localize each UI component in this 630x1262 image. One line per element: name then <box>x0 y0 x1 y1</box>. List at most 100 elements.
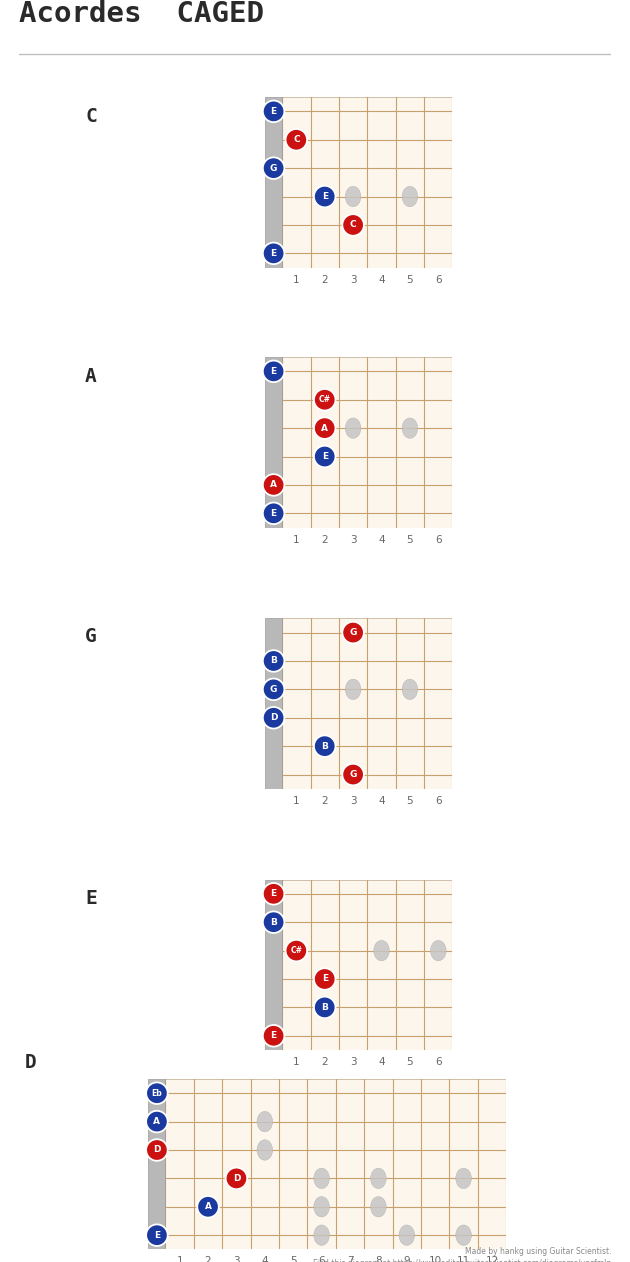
Text: 3: 3 <box>350 535 357 545</box>
Text: 6: 6 <box>318 1257 325 1262</box>
Text: 6: 6 <box>435 275 442 285</box>
Bar <box>265 97 282 268</box>
Circle shape <box>342 215 364 236</box>
Circle shape <box>314 186 336 207</box>
Bar <box>265 618 282 789</box>
Text: 10: 10 <box>428 1257 442 1262</box>
Text: 3: 3 <box>350 796 357 806</box>
Text: 9: 9 <box>403 1257 410 1262</box>
Text: D: D <box>153 1146 161 1155</box>
Bar <box>282 618 452 789</box>
Text: 5: 5 <box>406 535 413 545</box>
Ellipse shape <box>455 1169 471 1189</box>
Circle shape <box>263 911 284 933</box>
Text: 2: 2 <box>321 535 328 545</box>
Ellipse shape <box>399 1225 415 1246</box>
Text: 2: 2 <box>321 1058 328 1068</box>
Circle shape <box>314 389 336 410</box>
Bar <box>282 880 452 1050</box>
Text: 1: 1 <box>293 796 300 806</box>
Text: 2: 2 <box>321 275 328 285</box>
Text: 4: 4 <box>378 1058 385 1068</box>
Circle shape <box>263 707 284 728</box>
Ellipse shape <box>402 679 418 699</box>
Circle shape <box>263 101 284 122</box>
Ellipse shape <box>374 940 389 960</box>
Ellipse shape <box>345 187 361 207</box>
Text: C#: C# <box>319 395 331 404</box>
Text: B: B <box>321 742 328 751</box>
Text: 4: 4 <box>378 535 385 545</box>
Circle shape <box>263 650 284 671</box>
Text: 4: 4 <box>378 275 385 285</box>
Circle shape <box>146 1224 168 1246</box>
Text: E: E <box>85 888 97 909</box>
Text: 3: 3 <box>233 1257 240 1262</box>
Text: A: A <box>321 424 328 433</box>
Text: 5: 5 <box>290 1257 297 1262</box>
Text: C: C <box>350 221 357 230</box>
Text: 3: 3 <box>350 1058 357 1068</box>
Text: G: G <box>85 626 97 646</box>
Ellipse shape <box>314 1225 329 1246</box>
Text: E: E <box>322 974 328 983</box>
Text: 3: 3 <box>350 275 357 285</box>
Ellipse shape <box>370 1196 386 1217</box>
Text: C#: C# <box>290 946 302 955</box>
Circle shape <box>314 418 336 439</box>
Text: Acordes  CAGED: Acordes CAGED <box>19 0 264 28</box>
Circle shape <box>263 502 284 524</box>
Text: 11: 11 <box>457 1257 470 1262</box>
Text: A: A <box>270 481 277 490</box>
Ellipse shape <box>314 1196 329 1217</box>
Circle shape <box>263 1025 284 1046</box>
Circle shape <box>314 445 336 467</box>
Bar <box>282 357 452 528</box>
Bar <box>265 357 282 528</box>
Circle shape <box>285 940 307 962</box>
Circle shape <box>263 158 284 179</box>
Text: 5: 5 <box>406 796 413 806</box>
Text: E: E <box>270 509 277 517</box>
Ellipse shape <box>257 1140 273 1160</box>
Text: C: C <box>293 135 300 144</box>
Text: E: E <box>270 1031 277 1040</box>
Circle shape <box>342 764 364 785</box>
Text: E: E <box>322 192 328 201</box>
Circle shape <box>197 1196 219 1218</box>
Circle shape <box>263 361 284 382</box>
Text: A: A <box>85 366 97 386</box>
Ellipse shape <box>314 1169 329 1189</box>
Text: 1: 1 <box>293 535 300 545</box>
Circle shape <box>263 679 284 700</box>
Text: 5: 5 <box>406 1058 413 1068</box>
Text: 1: 1 <box>176 1257 183 1262</box>
Text: G: G <box>270 685 277 694</box>
Circle shape <box>285 129 307 150</box>
Circle shape <box>314 736 336 757</box>
Ellipse shape <box>455 1225 471 1246</box>
Text: B: B <box>270 656 277 665</box>
Text: D: D <box>232 1174 240 1182</box>
Text: E: E <box>270 367 277 376</box>
Text: E: E <box>322 452 328 461</box>
Text: A: A <box>154 1117 161 1126</box>
Text: E: E <box>270 107 277 116</box>
Text: E: E <box>270 249 277 257</box>
Text: 1: 1 <box>293 275 300 285</box>
Text: Eb: Eb <box>152 1089 163 1098</box>
Circle shape <box>314 997 336 1018</box>
Text: E: E <box>270 890 277 899</box>
Ellipse shape <box>402 418 418 438</box>
Ellipse shape <box>430 940 446 960</box>
Circle shape <box>342 622 364 644</box>
Ellipse shape <box>402 187 418 207</box>
Text: 8: 8 <box>375 1257 382 1262</box>
Bar <box>149 1079 166 1249</box>
Text: D: D <box>25 1053 37 1073</box>
Text: 6: 6 <box>435 535 442 545</box>
Text: B: B <box>270 917 277 926</box>
Text: Made by hankg using Guitar Scientist.
Find this diagram at https://www.editor.gu: Made by hankg using Guitar Scientist. Fi… <box>313 1247 611 1262</box>
Text: 6: 6 <box>435 796 442 806</box>
Text: 12: 12 <box>485 1257 498 1262</box>
